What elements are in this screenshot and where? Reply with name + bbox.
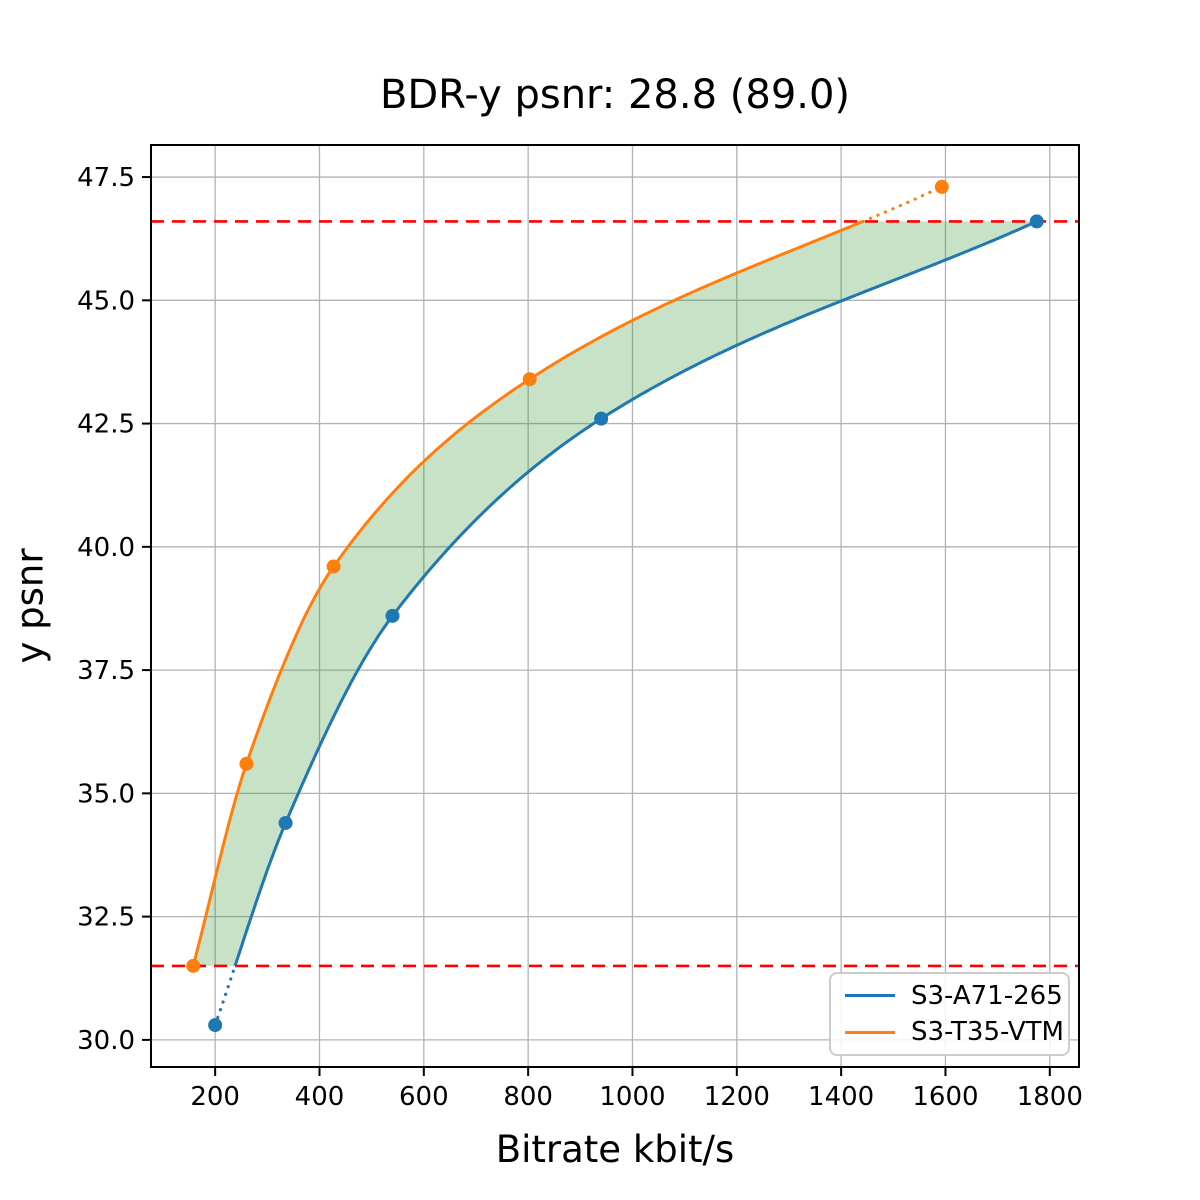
x-tick-label: 1200 — [704, 1082, 770, 1112]
y-tick-label: 40.0 — [77, 533, 135, 563]
series-0-marker — [1029, 214, 1044, 229]
x-tick-label: 1600 — [912, 1082, 978, 1112]
bd-rate-band-fill — [193, 221, 1037, 966]
x-tick-label: 600 — [399, 1082, 449, 1112]
legend-item: S3-A71-265 — [845, 981, 1068, 1011]
legend-label: S3-T35-VTM — [911, 1017, 1064, 1048]
x-tick-label: 800 — [503, 1082, 553, 1112]
y-tick-label: 42.5 — [77, 410, 135, 440]
x-tick-label: 400 — [295, 1082, 345, 1112]
x-tick-label: 1800 — [1017, 1082, 1083, 1112]
legend-line-sample — [845, 1030, 895, 1034]
series-1-marker — [522, 372, 537, 387]
legend-item: S3-T35-VTM — [845, 1017, 1068, 1047]
series-0-dotted-segment — [213, 964, 237, 1027]
legend-line-sample — [845, 994, 895, 998]
series-1-dotted-segment — [861, 185, 944, 223]
series-0-line — [233, 220, 1038, 967]
y-tick-label: 35.0 — [77, 779, 135, 809]
series-0-marker — [278, 815, 293, 830]
series-0-marker — [208, 1018, 223, 1033]
series-1-marker — [934, 179, 949, 194]
series-0-marker — [385, 608, 400, 623]
series-1-marker — [186, 958, 201, 973]
grid-lines — [151, 145, 1079, 1067]
series-0-marker — [594, 411, 609, 426]
series-1-marker — [239, 756, 254, 771]
series-1-marker — [326, 559, 341, 574]
y-tick-label: 37.5 — [77, 656, 135, 686]
legend: S3-A71-265 S3-T35-VTM — [829, 972, 1070, 1056]
y-tick-label: 47.5 — [77, 163, 135, 193]
legend-label: S3-A71-265 — [911, 980, 1063, 1011]
x-axis-label: Bitrate kbit/s — [495, 1128, 735, 1171]
chart-title: BDR-y psnr: 28.8 (89.0) — [379, 72, 851, 118]
x-tick-label: 1000 — [599, 1082, 665, 1112]
y-tick-label: 32.5 — [77, 903, 135, 933]
y-tick-label: 45.0 — [77, 286, 135, 316]
axes-spines — [150, 144, 1080, 1068]
y-tick-label: 30.0 — [77, 1026, 135, 1056]
x-tick-label: 200 — [190, 1082, 240, 1112]
x-tick-label: 1400 — [808, 1082, 874, 1112]
